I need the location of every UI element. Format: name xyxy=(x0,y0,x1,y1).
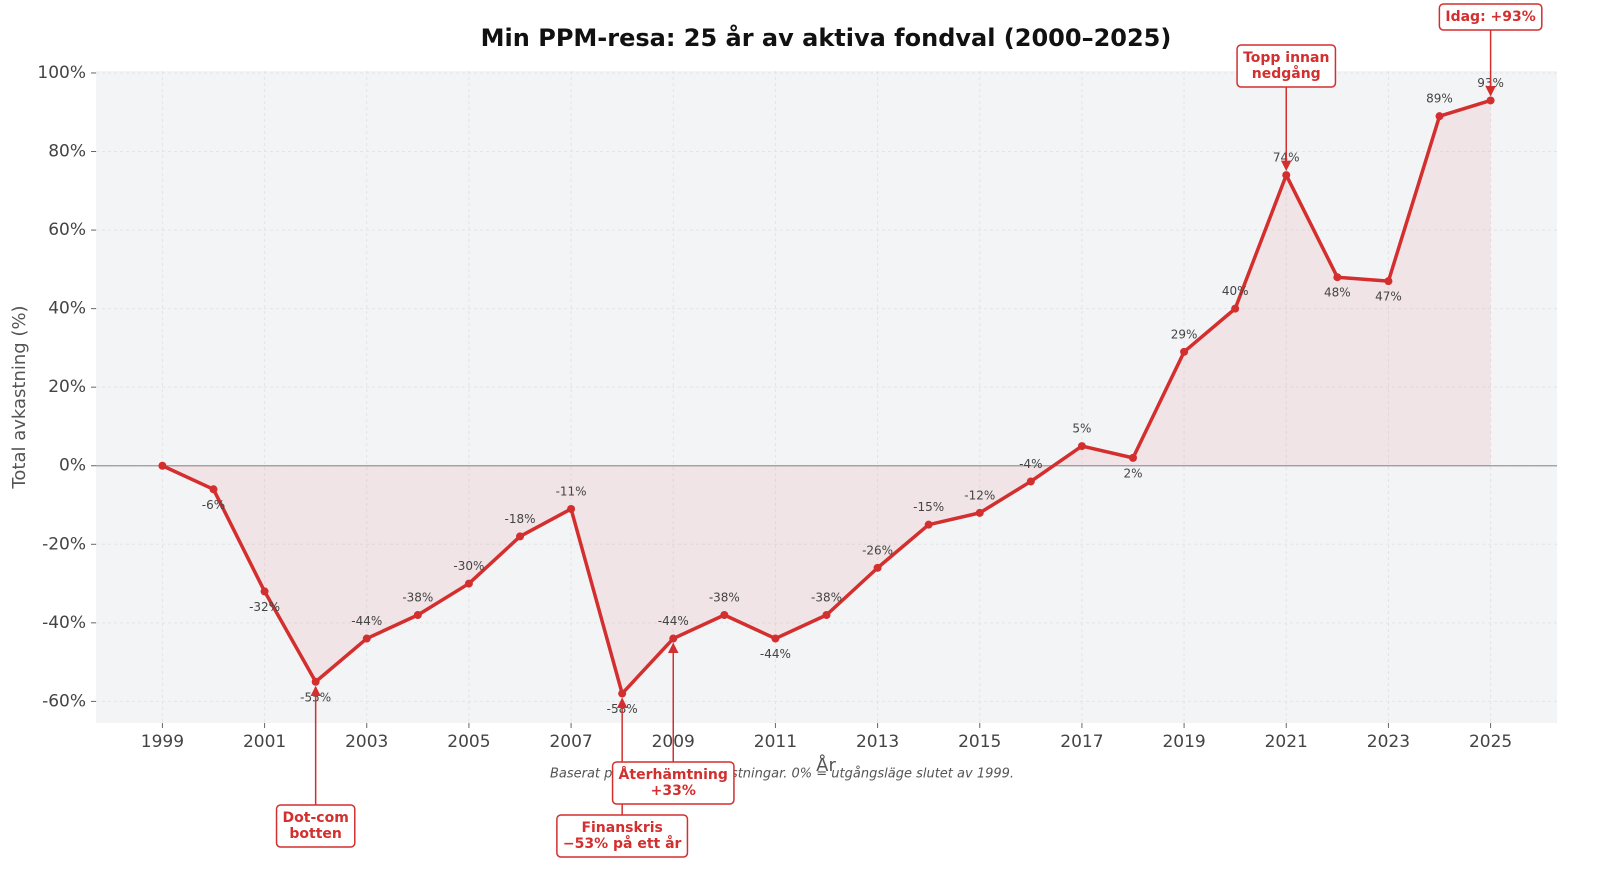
data-label: -6% xyxy=(202,498,225,512)
annotation-text: Idag: +93% xyxy=(1445,9,1535,25)
y-axis-label: Total avkastning (%) xyxy=(9,305,30,489)
x-tick-label: 2021 xyxy=(1265,732,1308,752)
data-label: 5% xyxy=(1072,422,1091,436)
data-label: 2% xyxy=(1123,466,1142,480)
x-tick-label: 2019 xyxy=(1162,732,1205,752)
x-tick-label: 2003 xyxy=(345,732,388,752)
point xyxy=(1026,477,1035,486)
annotation-text: +33% xyxy=(651,783,696,799)
point xyxy=(209,485,218,494)
x-tick-label: 2015 xyxy=(958,732,1001,752)
data-label: 47% xyxy=(1375,290,1402,304)
point xyxy=(362,634,371,643)
point xyxy=(1333,273,1342,282)
data-label: -15% xyxy=(913,500,944,514)
point xyxy=(1486,96,1495,105)
annotation-text: Topp innan xyxy=(1243,50,1329,66)
point xyxy=(720,610,729,619)
annotation: Finanskris−53% på ett år xyxy=(556,814,689,858)
x-tick-label: 2005 xyxy=(447,732,490,752)
data-label: -38% xyxy=(811,590,842,604)
point xyxy=(413,610,422,619)
x-tick-label: 2011 xyxy=(754,732,797,752)
point xyxy=(1077,442,1086,451)
x-tick-label: 2007 xyxy=(549,732,592,752)
point xyxy=(975,508,984,517)
data-label: 48% xyxy=(1324,286,1351,300)
data-label: -38% xyxy=(709,590,740,604)
point xyxy=(515,532,524,541)
data-label: 29% xyxy=(1171,327,1198,341)
point xyxy=(464,579,473,588)
x-tick-label: 2025 xyxy=(1469,732,1512,752)
data-label: -44% xyxy=(351,614,382,628)
y-tick-label: -60% xyxy=(42,691,86,711)
point xyxy=(1384,277,1393,286)
annotation-text: Finanskris xyxy=(581,820,662,836)
x-axis-label: År xyxy=(816,754,836,776)
annotation: Återhämtning+33% xyxy=(611,761,735,805)
y-tick-label: 20% xyxy=(48,377,86,397)
annotation-text: botten xyxy=(289,826,342,842)
data-label: 89% xyxy=(1426,92,1453,106)
point xyxy=(311,677,320,686)
point xyxy=(771,634,780,643)
point xyxy=(822,610,831,619)
data-label: -4% xyxy=(1019,457,1042,471)
point xyxy=(618,689,627,698)
annotation-text: Återhämtning xyxy=(619,766,728,783)
point xyxy=(158,461,167,470)
y-tick-label: -20% xyxy=(42,534,86,554)
annotation-text: −53% på ett år xyxy=(563,835,682,852)
point xyxy=(873,563,882,572)
point xyxy=(1129,453,1138,462)
point xyxy=(1435,112,1444,121)
y-tick-label: 60% xyxy=(48,220,86,240)
data-label: -11% xyxy=(556,484,587,498)
x-tick-label: 2013 xyxy=(856,732,899,752)
point xyxy=(1282,171,1291,180)
chart-title: Min PPM-resa: 25 år av aktiva fondval (2… xyxy=(481,23,1172,52)
point xyxy=(669,634,678,643)
data-label: -26% xyxy=(862,543,893,557)
y-tick-label: -40% xyxy=(42,613,86,633)
point xyxy=(260,587,269,596)
x-tick-label: 2001 xyxy=(243,732,286,752)
x-tick-label: 1999 xyxy=(141,732,184,752)
annotation-text: Dot-com xyxy=(283,810,349,826)
data-label: -32% xyxy=(249,600,280,614)
y-tick-label: 40% xyxy=(48,299,86,319)
annotation-text: nedgång xyxy=(1252,65,1321,82)
point xyxy=(567,504,576,513)
y-tick-label: 100% xyxy=(37,63,86,83)
data-label: 40% xyxy=(1222,284,1249,298)
area-fill xyxy=(162,100,1491,694)
data-label: -44% xyxy=(760,647,791,661)
data-label: -44% xyxy=(658,614,689,628)
annotation: Idag: +93% xyxy=(1438,3,1543,31)
x-tick-label: 2023 xyxy=(1367,732,1410,752)
data-label: -38% xyxy=(402,590,433,604)
point xyxy=(1231,304,1240,313)
x-tick-label: 2017 xyxy=(1060,732,1103,752)
data-label: -12% xyxy=(964,488,995,502)
point xyxy=(1180,347,1189,356)
data-label: -30% xyxy=(453,559,484,573)
point xyxy=(924,520,933,529)
y-tick-label: 80% xyxy=(48,142,86,162)
y-tick-label: 0% xyxy=(59,456,86,476)
data-label: -18% xyxy=(504,512,535,526)
